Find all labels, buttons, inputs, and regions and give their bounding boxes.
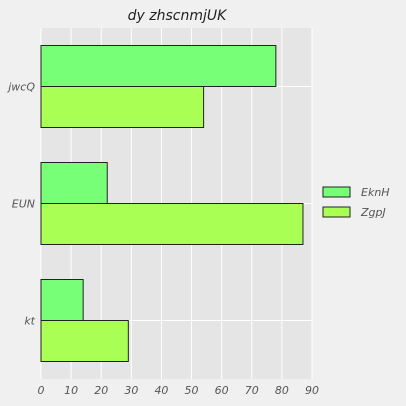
bar-ZgpJ-kt (40, 320, 129, 362)
x-tick-labels: 0 10 20 30 40 50 60 70 80 90 (38, 384, 320, 397)
x-tick-label: 20 (94, 384, 108, 397)
legend-swatch (322, 206, 351, 218)
bars (40, 45, 304, 362)
bar-ZgpJ-jwcQ (40, 86, 205, 128)
legend-label: EknH (361, 186, 390, 199)
legend-label: ZgpJ (360, 206, 386, 219)
x-tick-label: 50 (185, 384, 199, 397)
legend: EknH ZgpJ (322, 186, 390, 219)
legend-swatch (322, 186, 351, 198)
bar-ZgpJ-EUN (40, 203, 304, 245)
category-label: jwcQ (6, 81, 35, 94)
x-tick-label: 70 (245, 384, 259, 397)
x-tick-label: 40 (154, 384, 168, 397)
y-category-labels: jwcQ EUN kt (6, 81, 35, 328)
bar-EknH-kt (40, 279, 84, 321)
bar-EknH-jwcQ (40, 45, 277, 87)
x-tick-label: 90 (305, 384, 319, 397)
chart-title: dy zhscnmjUK (128, 8, 228, 24)
x-tick-label: 30 (124, 384, 138, 397)
x-tick-label: 10 (64, 384, 78, 397)
category-label: EUN (12, 198, 35, 211)
x-tick-label: 60 (215, 384, 229, 397)
x-tick-label: 0 (38, 384, 45, 397)
bar-EknH-EUN (40, 162, 108, 204)
x-tick-label: 80 (275, 384, 289, 397)
category-label: kt (24, 315, 35, 328)
